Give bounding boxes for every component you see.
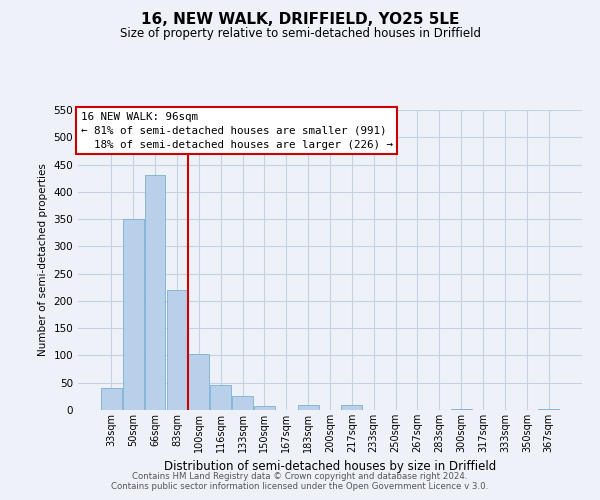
Bar (451, 409, 472, 410)
Bar (341, 404, 362, 410)
Bar (101, 388, 122, 410)
Text: Contains HM Land Registry data © Crown copyright and database right 2024.: Contains HM Land Registry data © Crown c… (132, 472, 468, 481)
Bar (188, 354, 209, 410)
Bar (167, 290, 187, 410)
Bar (123, 219, 143, 410)
Bar (298, 404, 319, 410)
Bar (210, 386, 231, 410)
Bar (538, 409, 559, 410)
Text: 16 NEW WALK: 96sqm
← 81% of semi-detached houses are smaller (991)
  18% of semi: 16 NEW WALK: 96sqm ← 81% of semi-detache… (80, 112, 392, 150)
Bar (145, 176, 166, 410)
Y-axis label: Number of semi-detached properties: Number of semi-detached properties (38, 164, 48, 356)
Bar (254, 406, 275, 410)
Text: Contains public sector information licensed under the Open Government Licence v : Contains public sector information licen… (112, 482, 488, 491)
Text: Size of property relative to semi-detached houses in Driffield: Size of property relative to semi-detach… (119, 28, 481, 40)
X-axis label: Distribution of semi-detached houses by size in Driffield: Distribution of semi-detached houses by … (164, 460, 496, 473)
Bar (232, 396, 253, 410)
Text: 16, NEW WALK, DRIFFIELD, YO25 5LE: 16, NEW WALK, DRIFFIELD, YO25 5LE (141, 12, 459, 28)
